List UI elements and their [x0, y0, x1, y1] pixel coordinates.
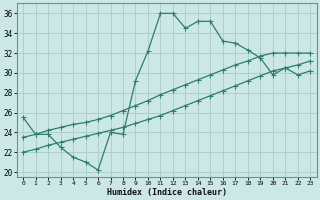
- X-axis label: Humidex (Indice chaleur): Humidex (Indice chaleur): [107, 188, 227, 197]
